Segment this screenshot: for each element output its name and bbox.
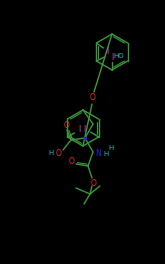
Text: I: I xyxy=(111,54,113,63)
Text: O: O xyxy=(64,120,70,130)
Text: O: O xyxy=(91,178,97,187)
Text: HO: HO xyxy=(113,53,124,59)
Text: H: H xyxy=(48,150,54,156)
Text: I: I xyxy=(106,46,109,55)
Text: H: H xyxy=(108,145,114,151)
Text: N: N xyxy=(95,149,101,158)
Text: I: I xyxy=(78,125,81,134)
Text: O: O xyxy=(56,149,62,158)
Text: I: I xyxy=(83,125,86,134)
Text: H: H xyxy=(103,151,108,157)
Text: O: O xyxy=(69,157,75,166)
Text: O: O xyxy=(90,93,96,102)
